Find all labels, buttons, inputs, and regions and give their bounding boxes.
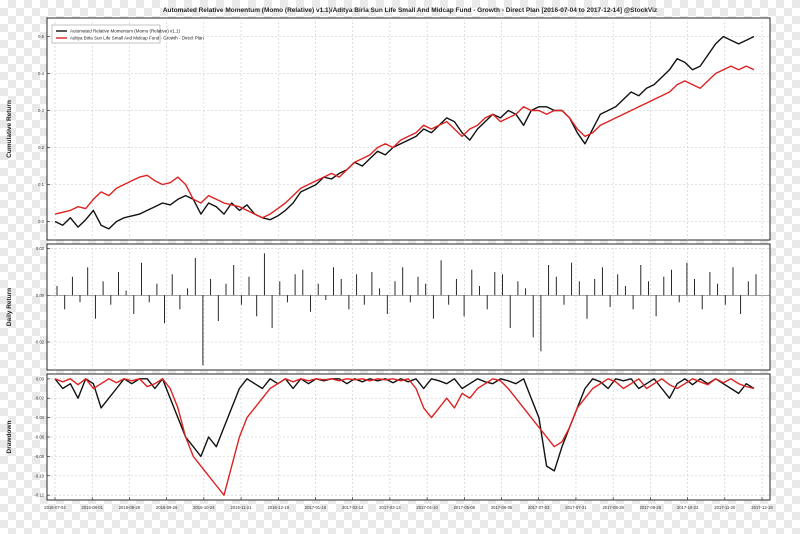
x-tick-label: 2017-06-05: [491, 505, 513, 510]
daily-y-tick-label: 0.02: [36, 246, 45, 251]
drawdown-y-tick-label: -0.10: [34, 473, 44, 478]
cumulative-plot-area: [46, 17, 771, 241]
drawdown-y-axis-label: Drawdown: [6, 421, 13, 454]
drawdown-y-tick-label: -0.04: [34, 415, 44, 420]
daily-plot-area: [46, 243, 771, 371]
chart-title: Automated Relative Momentum (Momo (Relat…: [163, 7, 658, 14]
x-tick-label: 2016-10-24: [193, 505, 215, 510]
cumulative-y-tick-label: 0.1: [38, 182, 44, 187]
x-tick-label: 2017-12-18: [751, 505, 773, 510]
cumulative-y-tick-label: 0.5: [38, 34, 44, 39]
x-tick-label: 2017-07-03: [528, 505, 550, 510]
legend-box: [51, 24, 161, 44]
x-tick-label: 2016-09-26: [156, 505, 178, 510]
x-tick-label: 2017-09-25: [640, 505, 662, 510]
x-tick-label: 2016-12-19: [268, 505, 290, 510]
x-tick-label: 2017-04-10: [416, 505, 438, 510]
drawdown-panel: 0.00 -0.02 -0.04 -0.06 -0.08 -0.10 -0.12 Drawdo…: [6, 373, 773, 510]
daily-return-panel: 0.02 0.00 -0.02 Daily Return: [6, 243, 771, 371]
cumulative-y-tick-label: 0.3: [38, 108, 44, 113]
cumulative-y-tick-label: 0.0: [38, 219, 44, 224]
drawdown-y-tick-label: -0.06: [34, 435, 44, 440]
cumulative-series-line-0: [54, 35, 755, 230]
x-tick-label: 2016-08-01: [81, 505, 103, 510]
drawdown-y-tick-label: -0.02: [34, 396, 44, 401]
daily-y-tick-label: -0.02: [34, 340, 44, 345]
x-tick-label: 2017-02-13: [342, 505, 364, 510]
x-tick-label: 2017-10-23: [677, 505, 699, 510]
x-tick-label: 2017-01-16: [305, 505, 327, 510]
x-tick-label: 2017-03-13: [379, 505, 401, 510]
x-tick-label: 2016-11-21: [230, 505, 252, 510]
x-tick-label: 2016-08-29: [119, 505, 141, 510]
x-tick-label: 2017-11-20: [714, 505, 736, 510]
legend-entry-0: Automated Relative Momentum (Momo (Relat…: [70, 29, 181, 34]
daily-y-tick-label: 0.00: [36, 293, 45, 298]
daily-y-axis-label: Daily Return: [6, 288, 13, 326]
x-tick-label: 2017-05-08: [454, 505, 476, 510]
cumulative-return-panel: 0.0 0.1 0.2 0.3 0.4 0.5 Cumulative Return Autom…: [6, 17, 771, 241]
drawdown-y-tick-label: 0.00: [36, 376, 45, 381]
drawdown-y-tick-label: -0.12: [34, 493, 44, 498]
cumulative-y-tick-label: 0.2: [38, 145, 44, 150]
cumulative-y-tick-label: 0.4: [38, 71, 44, 76]
drawdown-y-tick-label: -0.08: [34, 454, 44, 459]
x-tick-label: 2017-07-31: [565, 505, 587, 510]
legend-entry-1: Aditya Birla Sun Life Small And Midcap F…: [70, 36, 204, 41]
x-tick-label: 2016-07-04: [44, 505, 66, 510]
cumulative-series-line-1: [54, 65, 755, 219]
drawdown-series-line-1: [54, 378, 755, 496]
cumulative-y-axis-label: Cumulative Return: [6, 100, 13, 158]
x-tick-label: 2017-08-28: [602, 505, 624, 510]
